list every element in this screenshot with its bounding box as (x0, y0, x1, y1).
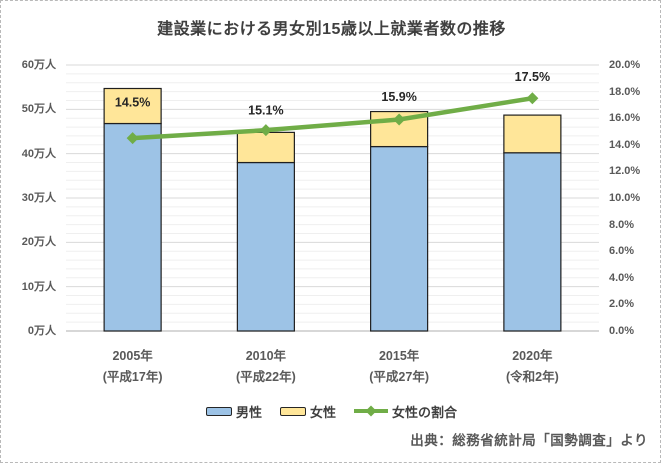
category-year-label: 2020年 (512, 349, 553, 363)
right-axis-tick: 4.0% (609, 271, 635, 284)
legend-item-ratio: 女性の割合 (354, 402, 457, 421)
left-axis-tick: 40万人 (21, 147, 56, 160)
bar-male (103, 122, 162, 332)
ratio-marker (393, 113, 406, 126)
source-note: 出典：総務省統計局「国勢調査」より (410, 433, 648, 448)
right-axis-tick: 6.0% (609, 245, 635, 258)
left-axis-tick: 60万人 (21, 59, 56, 71)
category-year-label: 2010年 (245, 349, 287, 363)
right-axis-tick: 10.0% (609, 192, 641, 204)
right-axis-tick: 0.0% (609, 325, 635, 337)
bar-male (236, 161, 295, 332)
right-axis-tick: 12.0% (609, 165, 641, 178)
male-bar-swatch-icon (205, 406, 232, 416)
chart-title: 建設業における男女別15歳以上就業者数の推移 (157, 21, 506, 38)
right-axis-tick: 2.0% (609, 298, 635, 311)
bar-female (236, 131, 295, 164)
left-axis-tick: 0万人 (27, 325, 56, 337)
left-axis-tick: 30万人 (21, 192, 56, 204)
left-axis-tick: 50万人 (21, 103, 56, 116)
right-axis-tick: 18.0% (609, 85, 641, 98)
bar-male (370, 145, 429, 332)
left-axis-tick: 10万人 (21, 280, 56, 293)
legend: 男性 女性 女性の割合 (1, 399, 660, 423)
ratio-data-label: 15.9% (381, 90, 416, 104)
bar-female (103, 87, 162, 125)
bar-female (503, 114, 562, 154)
category-era-label: (平成22年) (236, 370, 296, 384)
legend-item-female: 女性 (279, 402, 336, 421)
ratio-data-label: 15.1% (248, 104, 283, 118)
ratio-marker (126, 132, 139, 145)
ratio-data-label: 14.5% (115, 96, 150, 110)
category-era-label: (平成27年) (369, 370, 429, 384)
category-year-label: 2015年 (378, 349, 420, 363)
left-axis-tick: 20万人 (21, 236, 56, 249)
right-axis-tick: 14.0% (609, 138, 641, 151)
category-era-label: (令和2年) (505, 370, 559, 384)
female-bar-swatch-icon (279, 406, 306, 416)
legend-item-male: 男性 (205, 402, 262, 421)
ratio-line (132, 96, 533, 141)
ratio-data-label: 17.5% (515, 70, 550, 84)
right-axis-tick: 8.0% (609, 218, 635, 231)
legend-male-label: 男性 (235, 404, 262, 420)
right-axis-tick: 20.0% (609, 59, 641, 71)
legend-ratio-label: 女性の割合 (392, 404, 458, 420)
legend-female-label: 女性 (309, 404, 336, 420)
ratio-marker (259, 124, 272, 137)
plot-area: 14.5% 15.1% 15.9% 17.5% (66, 64, 599, 332)
category-year-label: 2005年 (112, 349, 153, 363)
right-axis-tick: 16.0% (609, 112, 641, 125)
category-era-label: (平成17年) (102, 370, 163, 384)
bar-male (503, 152, 562, 332)
ratio-marker (526, 92, 539, 105)
ratio-line-marker-icon (354, 405, 388, 417)
